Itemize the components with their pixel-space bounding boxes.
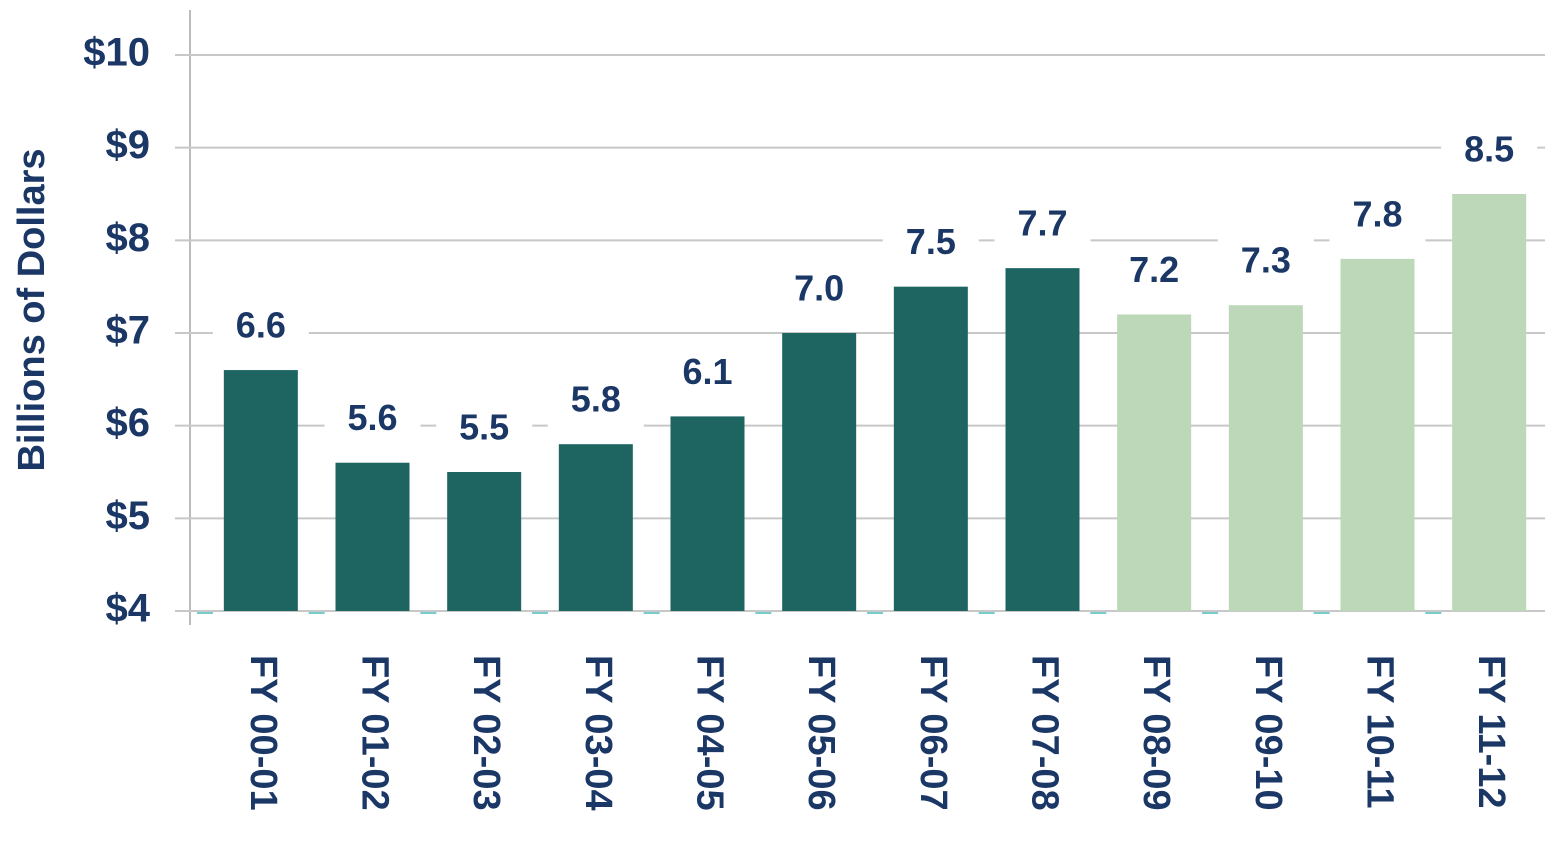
bar — [1228, 305, 1303, 611]
x-tick-label: FY 04-05 — [688, 655, 730, 811]
value-label-box — [436, 400, 533, 456]
bar — [670, 416, 745, 611]
value-label: 7.5 — [906, 221, 956, 262]
x-tick-label: FY 00-01 — [242, 655, 284, 811]
value-label: 5.5 — [459, 407, 509, 448]
y-tick-label: $9 — [106, 123, 151, 167]
bar — [1340, 258, 1415, 611]
x-tick-label: FY 05-06 — [800, 655, 842, 811]
bar — [893, 286, 968, 611]
value-label: 7.0 — [794, 268, 844, 309]
value-label: 8.5 — [1464, 129, 1514, 170]
y-tick-label: $6 — [106, 401, 151, 445]
value-label-box — [1329, 186, 1426, 243]
value-label: 5.6 — [347, 397, 397, 438]
y-tick-label: $7 — [106, 309, 151, 353]
x-tick-label: FY 07-08 — [1023, 655, 1065, 811]
bar — [447, 472, 522, 611]
x-tick-label: FY 01-02 — [353, 655, 395, 811]
x-tick-label: FY 03-04 — [577, 655, 619, 811]
y-tick-label: $5 — [106, 494, 151, 538]
value-label-box — [771, 261, 868, 317]
bar — [1117, 314, 1192, 611]
value-label-box — [882, 214, 979, 271]
value-label: 7.2 — [1129, 249, 1179, 290]
x-tick-label: FY 11-12 — [1470, 655, 1512, 809]
value-label-box — [994, 196, 1091, 253]
x-tick-label: FY 10-11 — [1358, 655, 1400, 809]
value-label-box — [1441, 122, 1538, 178]
y-tick-label: $8 — [106, 216, 151, 260]
bar — [782, 333, 857, 611]
y-axis-title: Billions of Dollars — [11, 148, 53, 471]
bar — [223, 370, 298, 611]
value-label: 7.8 — [1352, 193, 1402, 234]
value-label: 7.7 — [1017, 203, 1067, 244]
value-label: 6.6 — [236, 305, 286, 346]
value-label: 7.3 — [1241, 240, 1291, 281]
x-tick-label: FY 06-07 — [912, 655, 954, 811]
y-tick-label: $4 — [106, 587, 151, 631]
value-label-box — [1106, 242, 1203, 299]
y-tick-label: $10 — [83, 31, 150, 75]
x-tick-label: FY 09-10 — [1247, 655, 1289, 811]
value-label-box — [1217, 233, 1314, 290]
bar — [1452, 194, 1527, 611]
bar — [558, 444, 633, 611]
value-label: 6.1 — [682, 351, 732, 392]
x-tick-label: FY 08-09 — [1135, 655, 1177, 811]
value-label: 5.8 — [571, 379, 621, 420]
x-tick-label: FY 02-03 — [465, 655, 507, 811]
value-label-box — [659, 344, 756, 401]
bar — [335, 462, 410, 611]
value-label-box — [324, 390, 421, 447]
bar — [1005, 268, 1080, 611]
value-label-box — [547, 372, 644, 429]
value-label-box — [212, 298, 309, 355]
